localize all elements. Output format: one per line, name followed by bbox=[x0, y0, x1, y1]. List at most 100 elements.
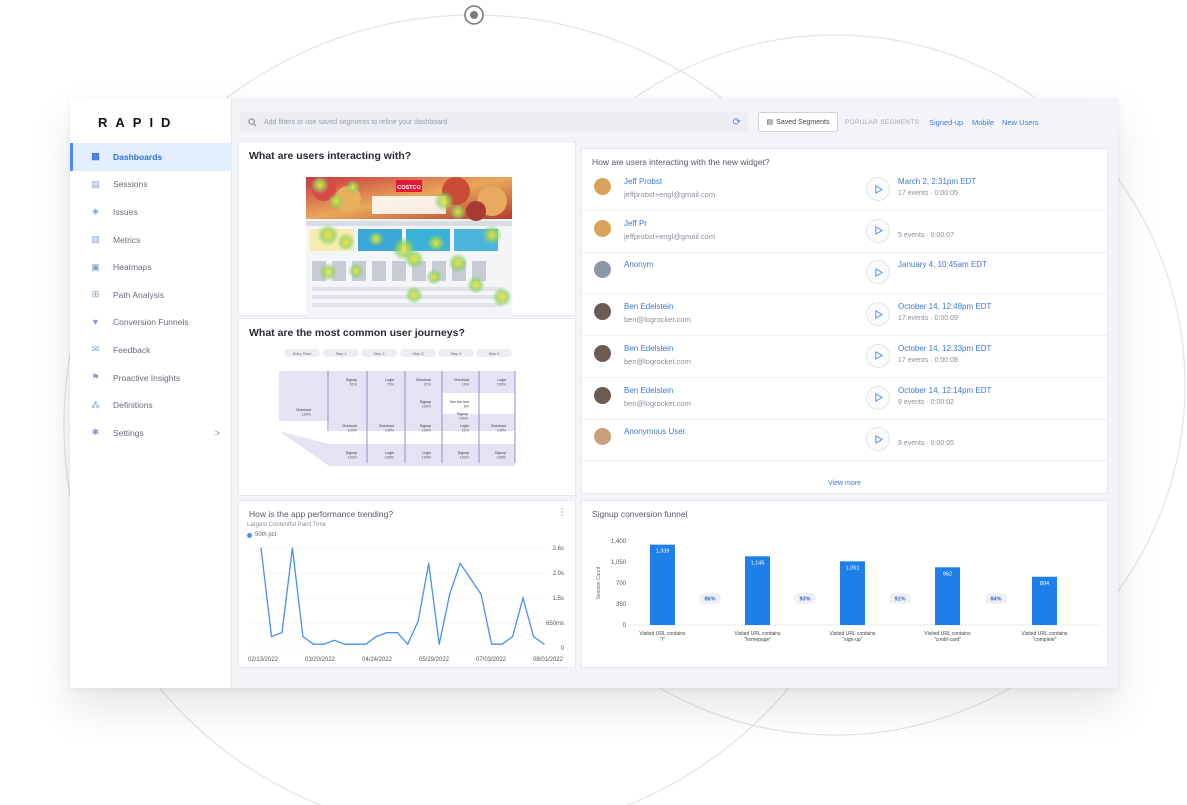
segment-link-signed-up[interactable]: Signed-up bbox=[929, 118, 964, 127]
journey-flow-top bbox=[279, 371, 515, 431]
journey-node-pct: 100% bbox=[497, 383, 507, 387]
play-button[interactable] bbox=[866, 302, 890, 327]
play-button[interactable] bbox=[866, 260, 890, 285]
funnel-bar-rect[interactable] bbox=[745, 556, 770, 625]
session-user-name[interactable]: Anonymous User bbox=[624, 427, 686, 437]
journey-flow-bottom bbox=[329, 444, 515, 466]
play-button[interactable] bbox=[866, 177, 890, 201]
grid-icon: ▤ bbox=[766, 119, 774, 126]
session-date[interactable]: October 14, 12:33pm EDT bbox=[898, 343, 992, 353]
journey-node-pct: 21% bbox=[462, 429, 470, 433]
funnel-bar-rect[interactable] bbox=[840, 561, 865, 625]
sidebar-item-conversion-funnels[interactable]: ▼ Conversion Funnels bbox=[70, 309, 232, 337]
session-date[interactable]: March 2, 2:31pm EDT bbox=[898, 177, 977, 186]
session-date[interactable]: January 4, 10:45am EDT bbox=[898, 260, 987, 270]
session-user-name[interactable]: Ben Edelstein bbox=[624, 302, 674, 312]
funnel-bar[interactable]: 804 bbox=[1032, 576, 1057, 625]
journeys-panel-title: What are the most common user journeys? bbox=[249, 327, 465, 339]
session-row[interactable]: Ben Edelstein ben@logrocket.com October 14… bbox=[582, 294, 1107, 337]
user-journeys-sankey[interactable]: Entry Point Step 1 Step 2 Step 3 Step 4 Step … bbox=[239, 319, 577, 497]
data-point bbox=[281, 632, 283, 634]
funnel-bar[interactable]: 1,061 bbox=[840, 561, 865, 625]
play-button[interactable] bbox=[866, 385, 890, 410]
sidebar-item-path-analysis[interactable]: ⊞ Path Analysis bbox=[70, 281, 232, 309]
heatmap-preview[interactable]: COSTCO bbox=[306, 177, 512, 316]
person-avatar-icon bbox=[594, 303, 611, 321]
funnel-bar-rect[interactable] bbox=[935, 567, 960, 625]
session-row[interactable]: Jeff Pr jeffprobst+engl@gmail.com 5 events… bbox=[582, 211, 1107, 253]
heatmap-panel: What are users interacting with? bbox=[238, 141, 576, 316]
settings-icon: ✱ bbox=[91, 427, 100, 438]
view-more-link[interactable]: View more bbox=[828, 480, 861, 487]
session-user-name[interactable]: Jeff Pr bbox=[624, 218, 647, 228]
data-point bbox=[396, 632, 398, 634]
sidebar-item-definitions[interactable]: ⁂ Definitions bbox=[70, 391, 232, 419]
session-user-name[interactable]: Ben Edelstein bbox=[624, 385, 674, 395]
search-input[interactable]: Add filters or use saved segments to ref… bbox=[264, 118, 448, 126]
session-row[interactable]: Jeff Probst jeffprobst+engl@gmail.com Marc… bbox=[582, 169, 1107, 211]
sidebar-item-feedback[interactable]: ✉ Feedback bbox=[70, 336, 232, 364]
kebab-menu-icon[interactable]: ⋮ bbox=[557, 507, 567, 518]
funnel-bar[interactable]: 1,339 bbox=[650, 544, 675, 625]
funnel-bar[interactable]: 1,145 bbox=[745, 556, 770, 625]
topbar: Add filters or use saved segments to ref… bbox=[232, 98, 1118, 146]
sidebar-item-heatmaps[interactable]: ▣ Heatmaps bbox=[70, 253, 232, 281]
y-tick-label: 1,050 bbox=[611, 560, 627, 566]
step-pill bbox=[361, 349, 397, 357]
sidebar-item-label: Sessions bbox=[113, 179, 148, 190]
sessions-panel: How are users interacting with the new w… bbox=[581, 148, 1108, 494]
conversion-rate-badge: 84% bbox=[985, 593, 1007, 604]
y-tick-label: 1.5s bbox=[553, 596, 564, 602]
session-row[interactable]: Ben Edelstein ben@logrocket.com October 14… bbox=[582, 336, 1107, 378]
deco-target-dot bbox=[470, 11, 478, 19]
session-user-name[interactable]: Ben Edelstein bbox=[624, 343, 674, 353]
sidebar-item-issues[interactable]: ◈ Issues bbox=[70, 198, 232, 226]
search-bar[interactable]: Add filters or use saved segments to ref… bbox=[240, 112, 748, 132]
saved-segments-button[interactable]: ▤ Saved Segments bbox=[758, 112, 838, 132]
session-date[interactable]: October 14, 12:14pm EDT bbox=[898, 385, 992, 395]
session-date[interactable]: October 14, 12:48pm EDT bbox=[898, 302, 992, 312]
play-button[interactable] bbox=[866, 343, 890, 368]
data-point bbox=[449, 593, 451, 595]
sidebar-item-proactive-insights[interactable]: ⚑ Proactive Insights bbox=[70, 364, 232, 392]
step-pill bbox=[476, 349, 512, 357]
sidebar-item-metrics[interactable]: ▥ Metrics bbox=[70, 226, 232, 254]
sidebar-item-sessions[interactable]: ▤ Sessions bbox=[70, 171, 232, 199]
segment-link-mobile[interactable]: Mobile bbox=[972, 118, 995, 127]
session-row[interactable]: Anonymous User 9 events · 0:00:05 bbox=[582, 419, 1107, 462]
funnel-bar-rect[interactable] bbox=[1032, 576, 1057, 625]
funnel-bar[interactable]: 962 bbox=[935, 567, 960, 625]
journey-node-label: Signup bbox=[457, 412, 468, 416]
session-user-name[interactable]: Jeff Probst bbox=[624, 177, 663, 186]
refresh-icon[interactable]: ⟳ bbox=[732, 116, 741, 128]
heatmaps-icon: ▣ bbox=[91, 261, 100, 272]
funnel-bar-rect[interactable] bbox=[650, 544, 675, 625]
play-button[interactable] bbox=[866, 218, 890, 243]
sidebar-item-dashboards[interactable]: ▦ Dashboards bbox=[70, 143, 232, 171]
session-user-name[interactable]: Anonym bbox=[624, 260, 654, 270]
play-button[interactable] bbox=[866, 427, 890, 452]
sidebar-item-settings[interactable]: ✱ Settings > bbox=[70, 419, 232, 447]
segment-link-new-users[interactable]: New Users bbox=[1002, 118, 1039, 127]
session-row[interactable]: Ben Edelstein ben@logrocket.com October 14… bbox=[582, 378, 1107, 420]
session-row[interactable]: Anonym January 4, 10:45am EDT bbox=[582, 252, 1107, 295]
